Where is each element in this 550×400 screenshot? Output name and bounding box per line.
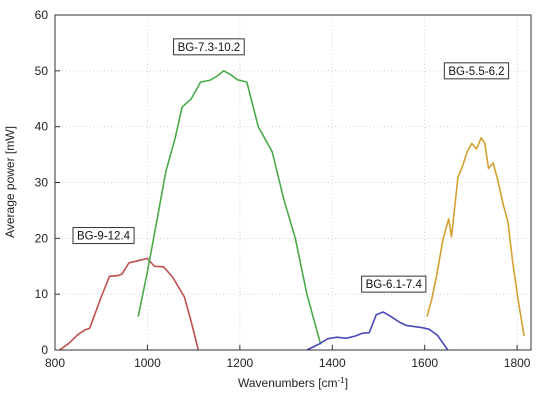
y-tick-label-10: 10 [35, 287, 49, 301]
series-label-text: BG-9-12.4 [77, 231, 131, 243]
axis-ticks: 800 1000 1200 1400 1600 1800 0 10 20 30 40 50 60 [35, 8, 531, 370]
y-tick-label-60: 60 [35, 8, 49, 22]
series-lines [59, 70, 525, 351]
x-tick-label-1000: 1000 [134, 356, 161, 370]
x-tick-label-1800: 1800 [504, 356, 531, 370]
series-label-box [443, 62, 510, 80]
y-axis-title: Average power [mW] [3, 126, 17, 238]
series-label-4: BG-5.5-6.2 [443, 62, 510, 80]
series-label-text: BG-6.1-7.4 [366, 279, 423, 291]
series-label-1: BG-9-12.4 [72, 227, 135, 245]
series-label-box [72, 227, 135, 245]
y-tick-label-0: 0 [41, 343, 48, 357]
y-tick-label-30: 30 [35, 176, 49, 190]
series-label-text: BG-7.3-10.2 [178, 42, 241, 54]
series-labels: BG-9-12.4 BG-7.3-10.2 BG-6.1-7.4 BG-5.5-6.2 [72, 38, 510, 293]
series-line-3 [306, 311, 449, 351]
series-label-text: BG-5.5-6.2 [448, 66, 504, 78]
x-tick-label-1400: 1400 [319, 356, 346, 370]
x-tick-label-1200: 1200 [227, 356, 254, 370]
x-tick-label-1600: 1600 [411, 356, 438, 370]
x-axis-title-main: Wavenumbers [cm [238, 376, 338, 390]
series-line-1 [59, 257, 200, 351]
series-line-2 [137, 70, 322, 345]
series-line-4 [426, 137, 525, 337]
x-tick-label-800: 800 [45, 356, 65, 370]
series-label-2: BG-7.3-10.2 [173, 38, 245, 56]
series-label-box [173, 38, 245, 56]
series-label-box [361, 275, 427, 293]
y-tick-label-40: 40 [35, 120, 49, 134]
y-tick-label-50: 50 [35, 64, 49, 78]
x-axis-title-end: ] [345, 376, 348, 390]
y-tick-label-20: 20 [35, 231, 49, 245]
x-axis-title: Wavenumbers [cm-1] [238, 376, 348, 391]
series-label-3: BG-6.1-7.4 [361, 275, 427, 293]
x-axis-title-superscript: -1 [338, 376, 346, 385]
